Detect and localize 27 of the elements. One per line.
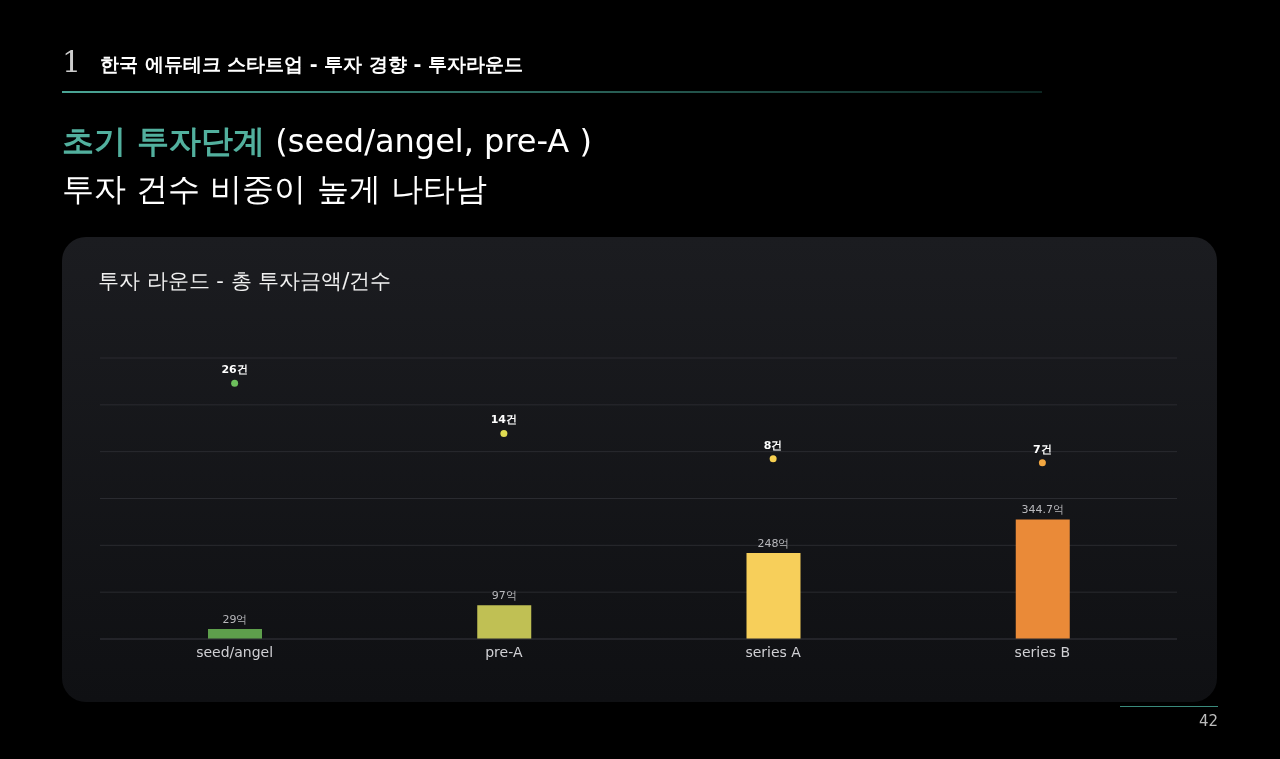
data-label: 14건 xyxy=(490,413,518,427)
point xyxy=(769,455,777,463)
data-label: 248억 xyxy=(757,536,790,550)
bar xyxy=(1015,519,1070,639)
x-tick-label: seed/angel xyxy=(196,643,274,660)
x-tick-label: series A xyxy=(745,643,802,660)
text: 1 xyxy=(62,44,82,79)
text: 42 xyxy=(1198,712,1218,730)
bar xyxy=(477,605,532,639)
point xyxy=(231,379,239,387)
x-tick-label: pre-A xyxy=(485,643,523,660)
bar xyxy=(208,628,262,639)
text: 초기 투자단계 xyxy=(62,122,266,160)
data-label: 7건 xyxy=(1033,442,1052,456)
data-label: 29억 xyxy=(222,612,248,626)
data-label: 8건 xyxy=(763,438,783,452)
data-label: 344.7억 xyxy=(1021,503,1064,517)
data-label: 26건 xyxy=(221,363,248,377)
data-label: 97억 xyxy=(491,589,517,603)
point xyxy=(1038,459,1046,467)
text: 한국 에듀테크 스타트업 - 투자 경향 - 투자라운드 xyxy=(100,52,524,77)
point xyxy=(500,429,508,437)
text: 투자 건수 비중이 높게 나타남 xyxy=(62,169,487,210)
x-tick-label: series B xyxy=(1014,643,1071,660)
bar xyxy=(746,552,801,639)
chart-title: 투자 라운드 - 총 투자금액/건수 xyxy=(98,268,392,295)
text: (seed/angel, pre-A ) xyxy=(275,122,592,160)
